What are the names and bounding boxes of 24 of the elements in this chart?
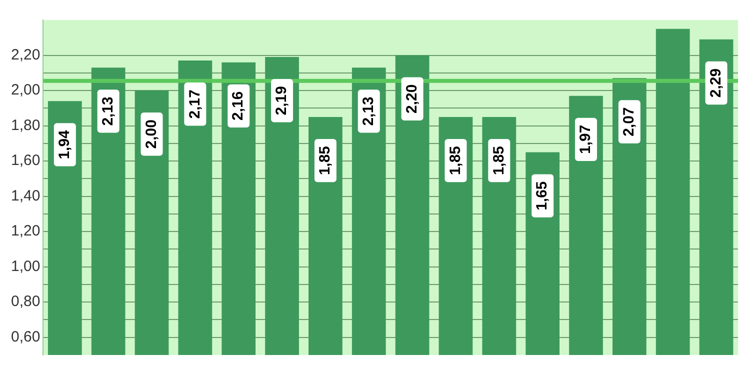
data-label: 2,17 xyxy=(186,90,204,119)
data-label: 1,65 xyxy=(534,181,551,210)
y-tick-label: 1,40 xyxy=(10,187,40,204)
data-label: 2,13 xyxy=(360,96,378,126)
y-tick-label: 0,60 xyxy=(10,328,40,346)
data-label: 1,94 xyxy=(56,129,74,160)
data-label: 2,16 xyxy=(230,91,247,121)
y-tick-label: 1,60 xyxy=(10,152,40,170)
data-label: 2,20 xyxy=(403,84,420,114)
data-label: 1,97 xyxy=(577,124,594,154)
y-tick-label: 1,80 xyxy=(10,116,40,134)
data-label: 2,00 xyxy=(142,120,160,149)
y-tick-label: 1,00 xyxy=(10,258,40,275)
data-label: 2,29 xyxy=(707,68,724,98)
y-tick-label: 2,00 xyxy=(10,82,40,99)
data-label: 1,85 xyxy=(490,146,508,176)
y-tick-label: 2,20 xyxy=(10,46,40,64)
data-label: 1,85 xyxy=(316,146,334,176)
data-label: 1,85 xyxy=(446,146,464,176)
y-tick-label: 0,80 xyxy=(10,293,40,310)
y-tick-label: 1,20 xyxy=(10,222,40,240)
data-label: 2,07 xyxy=(620,107,638,136)
data-label: 2,13 xyxy=(99,96,116,126)
data-label: 2,19 xyxy=(273,86,290,116)
